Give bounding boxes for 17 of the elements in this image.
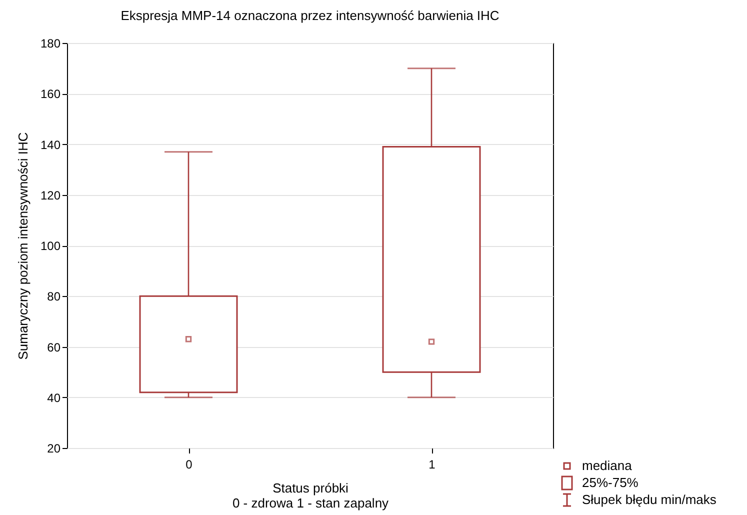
y-tick-label: 140	[40, 138, 61, 152]
y-tick-label: 60	[47, 340, 61, 354]
y-tick-label: 100	[40, 239, 61, 253]
x-tick-label: 1	[428, 458, 436, 472]
y-tick-label: 180	[40, 36, 61, 50]
text: 25%-75%	[582, 475, 638, 490]
x-tick-label: 0	[186, 458, 193, 472]
y-tick-label: 80	[47, 290, 61, 304]
y-tick-label: 20	[47, 442, 61, 456]
x-axis-title: Status próbki 0 - zdrowa 1 - stan zapalny	[232, 480, 390, 510]
y-tick-label: 160	[40, 87, 61, 102]
y-tick-label: 120	[40, 188, 61, 202]
chart-title: Ekspresja MMP-14 oznaczona przez intensywność barwienia IHC	[120, 8, 500, 23]
y-tick-label: 40	[47, 390, 61, 405]
text: mediana	[582, 458, 632, 473]
text: Słupek błędu min/maks	[582, 492, 716, 507]
y-axis-title: Sumaryczny poziom intensywności IHC	[15, 132, 30, 360]
